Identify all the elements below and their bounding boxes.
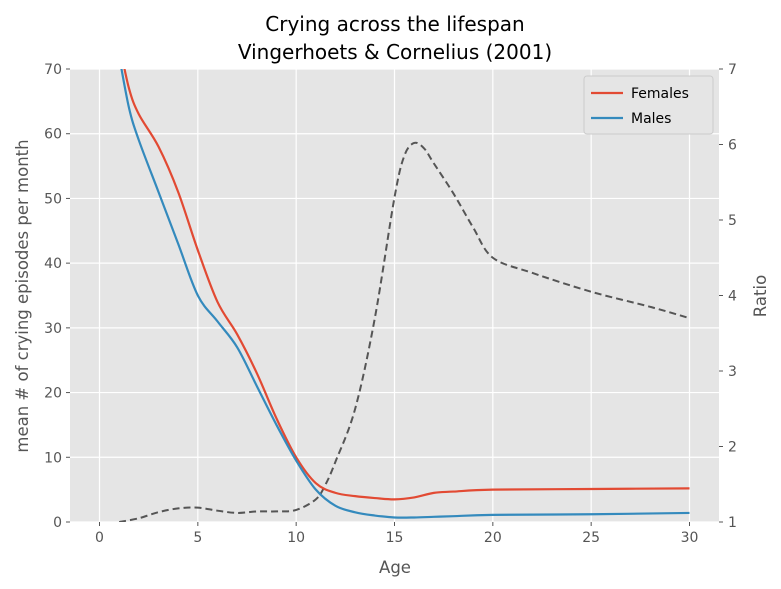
x-tick-label: 5 (193, 530, 202, 546)
y2-tick-label: 6 (728, 138, 737, 154)
legend-box (583, 75, 714, 135)
y-axis-label: mean # of crying episodes per month (13, 139, 32, 452)
chart-title: Crying across the lifespan (265, 12, 524, 36)
legend: Females Males (583, 75, 714, 135)
y-tick-label: 0 (53, 515, 62, 531)
x-tick-label: 20 (484, 530, 502, 546)
y-tick-label: 10 (44, 450, 62, 466)
y-tick-label: 40 (44, 256, 62, 272)
series-line-females (123, 69, 690, 501)
y-tick-label: 70 (44, 62, 62, 78)
x-tick-label: 10 (287, 530, 305, 546)
chart-subtitle: Vingerhoets & Cornelius (2001) (238, 40, 552, 64)
legend-label-males: Males (631, 111, 671, 127)
series-layer (118, 69, 690, 522)
x-tick-label: 15 (386, 530, 404, 546)
x-tick-label: 30 (681, 530, 699, 546)
x-tick-label: 0 (95, 530, 104, 546)
y2-tick-label: 5 (728, 213, 737, 229)
y2-tick-label: 4 (728, 289, 737, 305)
y2-tick-label: 2 (728, 440, 737, 456)
y2-tick-label: 7 (728, 62, 737, 78)
y-tick-label: 20 (44, 386, 62, 402)
y2-tick-label: 1 (728, 515, 737, 531)
tick-labels: 0 5 10 15 20 25 30 0 10 20 30 40 50 60 70 1 2 3 4 5 6 7 (44, 62, 737, 546)
series-line-ratio (118, 141, 690, 522)
series-line-males (120, 69, 690, 519)
x-axis-label: Age (379, 558, 411, 577)
y-tick-label: 60 (44, 127, 62, 143)
legend-label-females: Females (631, 86, 689, 102)
y-tick-label: 30 (44, 321, 62, 337)
y2-axis-label: Ratio (751, 275, 770, 317)
y-tick-label: 50 (44, 191, 62, 207)
grid-lines (70, 68, 719, 523)
y2-tick-label: 3 (728, 364, 737, 380)
x-tick-label: 25 (582, 530, 600, 546)
